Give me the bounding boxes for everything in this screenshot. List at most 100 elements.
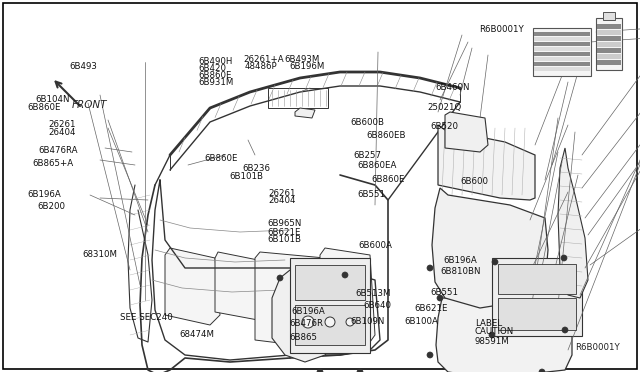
Text: 6B551: 6B551 [430, 288, 458, 297]
Text: 6B600: 6B600 [461, 177, 489, 186]
Polygon shape [215, 252, 262, 320]
Text: 6B860E: 6B860E [205, 154, 238, 163]
Bar [534, 62, 590, 66]
Bar [534, 32, 590, 36]
Text: 6B100A: 6B100A [404, 317, 438, 326]
Polygon shape [445, 112, 488, 152]
Bar [268, 88, 328, 108]
Text: 6B236: 6B236 [242, 164, 270, 173]
Polygon shape [320, 248, 375, 342]
Text: FRONT: FRONT [72, 100, 108, 110]
Polygon shape [272, 270, 338, 362]
Text: 6B513M: 6B513M [356, 289, 391, 298]
Text: 6B196A: 6B196A [292, 307, 326, 316]
Text: 26261: 26261 [48, 120, 76, 129]
Text: 68310M: 68310M [82, 250, 117, 259]
Bar [534, 47, 590, 51]
Text: 6B860EA: 6B860EA [357, 161, 397, 170]
Text: CAUTION: CAUTION [475, 327, 514, 336]
Text: 6B865+A: 6B865+A [32, 159, 73, 168]
Circle shape [302, 316, 314, 328]
Text: 6B931M: 6B931M [198, 78, 234, 87]
Text: 6B640: 6B640 [364, 301, 392, 310]
Bar [597, 60, 621, 65]
Text: 6B200: 6B200 [37, 202, 65, 211]
Bar [597, 42, 621, 47]
Text: 6B493M: 6B493M [285, 55, 320, 64]
Text: 98591M: 98591M [475, 337, 509, 346]
Text: 6B810BN: 6B810BN [440, 267, 481, 276]
Text: LABEL: LABEL [475, 319, 502, 328]
Bar [290, 258, 370, 353]
Text: 6B965N: 6B965N [268, 219, 302, 228]
Polygon shape [436, 298, 572, 372]
Circle shape [489, 332, 495, 338]
Text: 6B551: 6B551 [357, 190, 385, 199]
Polygon shape [432, 188, 548, 308]
Bar [597, 48, 621, 53]
Bar [295, 265, 365, 300]
Bar [597, 24, 621, 29]
Text: 6B420: 6B420 [198, 64, 227, 73]
Text: 26261: 26261 [269, 189, 296, 198]
Bar [498, 298, 576, 330]
Polygon shape [255, 252, 330, 348]
Text: 6B476RA: 6B476RA [38, 146, 78, 155]
Text: 26404: 26404 [269, 196, 296, 205]
Text: 6B860E: 6B860E [371, 175, 404, 184]
Text: 6B860EB: 6B860EB [366, 131, 406, 140]
Polygon shape [558, 148, 588, 298]
Circle shape [357, 369, 363, 372]
Text: 6B196A: 6B196A [443, 256, 477, 265]
Text: 6B860E: 6B860E [27, 103, 60, 112]
Bar [596, 18, 622, 70]
Text: 6B520: 6B520 [430, 122, 458, 131]
Circle shape [437, 295, 443, 301]
Bar [534, 57, 590, 61]
Bar [534, 42, 590, 46]
Bar [492, 258, 582, 336]
Bar [498, 264, 576, 294]
Bar [295, 305, 365, 345]
Text: 6B196M: 6B196M [289, 62, 324, 71]
Text: R6B0001Y: R6B0001Y [575, 343, 620, 352]
Text: 6B860E: 6B860E [198, 71, 232, 80]
Text: 48486P: 48486P [244, 62, 277, 71]
Text: 26261+A: 26261+A [243, 55, 284, 64]
Circle shape [277, 275, 283, 281]
Text: 26404: 26404 [48, 128, 76, 137]
Text: 6B101B: 6B101B [268, 235, 301, 244]
Text: 6B460N: 6B460N [435, 83, 470, 92]
Text: 6B621E: 6B621E [268, 228, 301, 237]
Circle shape [427, 265, 433, 271]
Text: R6B0001Y: R6B0001Y [479, 25, 524, 34]
Bar [533, 28, 591, 76]
Bar [603, 12, 615, 20]
Bar [534, 52, 590, 56]
Polygon shape [165, 248, 220, 325]
Text: SEE SEC240: SEE SEC240 [120, 313, 173, 322]
Text: 68474M: 68474M [179, 330, 214, 339]
Circle shape [492, 259, 498, 265]
Text: 6B600B: 6B600B [351, 118, 385, 127]
Polygon shape [438, 125, 535, 200]
Text: 6B104N: 6B104N [35, 95, 70, 104]
Text: 6B865: 6B865 [289, 333, 317, 342]
Text: 6B621E: 6B621E [415, 304, 448, 313]
Bar [534, 67, 590, 71]
Circle shape [342, 272, 348, 278]
Circle shape [561, 255, 567, 261]
Text: 6B476R: 6B476R [289, 319, 323, 328]
Text: 6B101B: 6B101B [229, 172, 263, 181]
Text: 25021Q: 25021Q [428, 103, 462, 112]
Circle shape [539, 369, 545, 372]
Text: 6B196A: 6B196A [27, 190, 61, 199]
Text: 6B109N: 6B109N [351, 317, 385, 326]
Circle shape [317, 369, 323, 372]
Bar [534, 37, 590, 41]
Text: 6B493: 6B493 [69, 62, 97, 71]
Circle shape [562, 327, 568, 333]
Bar [597, 30, 621, 35]
Text: 6B600A: 6B600A [358, 241, 392, 250]
Bar [597, 36, 621, 41]
